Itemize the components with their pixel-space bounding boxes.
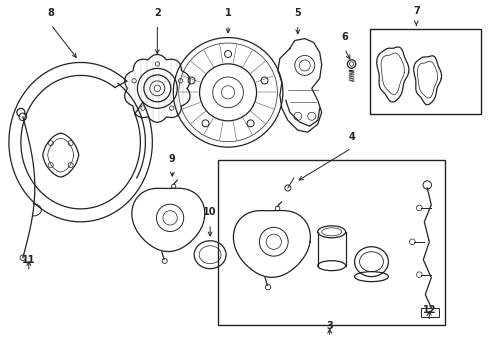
Text: 11: 11 [22,255,36,265]
Text: 2: 2 [154,8,161,18]
Text: 9: 9 [169,154,175,163]
Bar [421,307,439,318]
Text: 7: 7 [413,6,420,16]
Text: 4: 4 [348,132,355,141]
Text: 5: 5 [294,8,301,18]
Bar [218,160,445,325]
Text: 10: 10 [203,207,217,217]
Text: 12: 12 [422,305,436,315]
Text: 3: 3 [326,321,333,331]
Text: 8: 8 [48,8,54,18]
Bar [369,28,481,114]
Text: 6: 6 [341,32,348,42]
Text: 1: 1 [225,8,231,18]
